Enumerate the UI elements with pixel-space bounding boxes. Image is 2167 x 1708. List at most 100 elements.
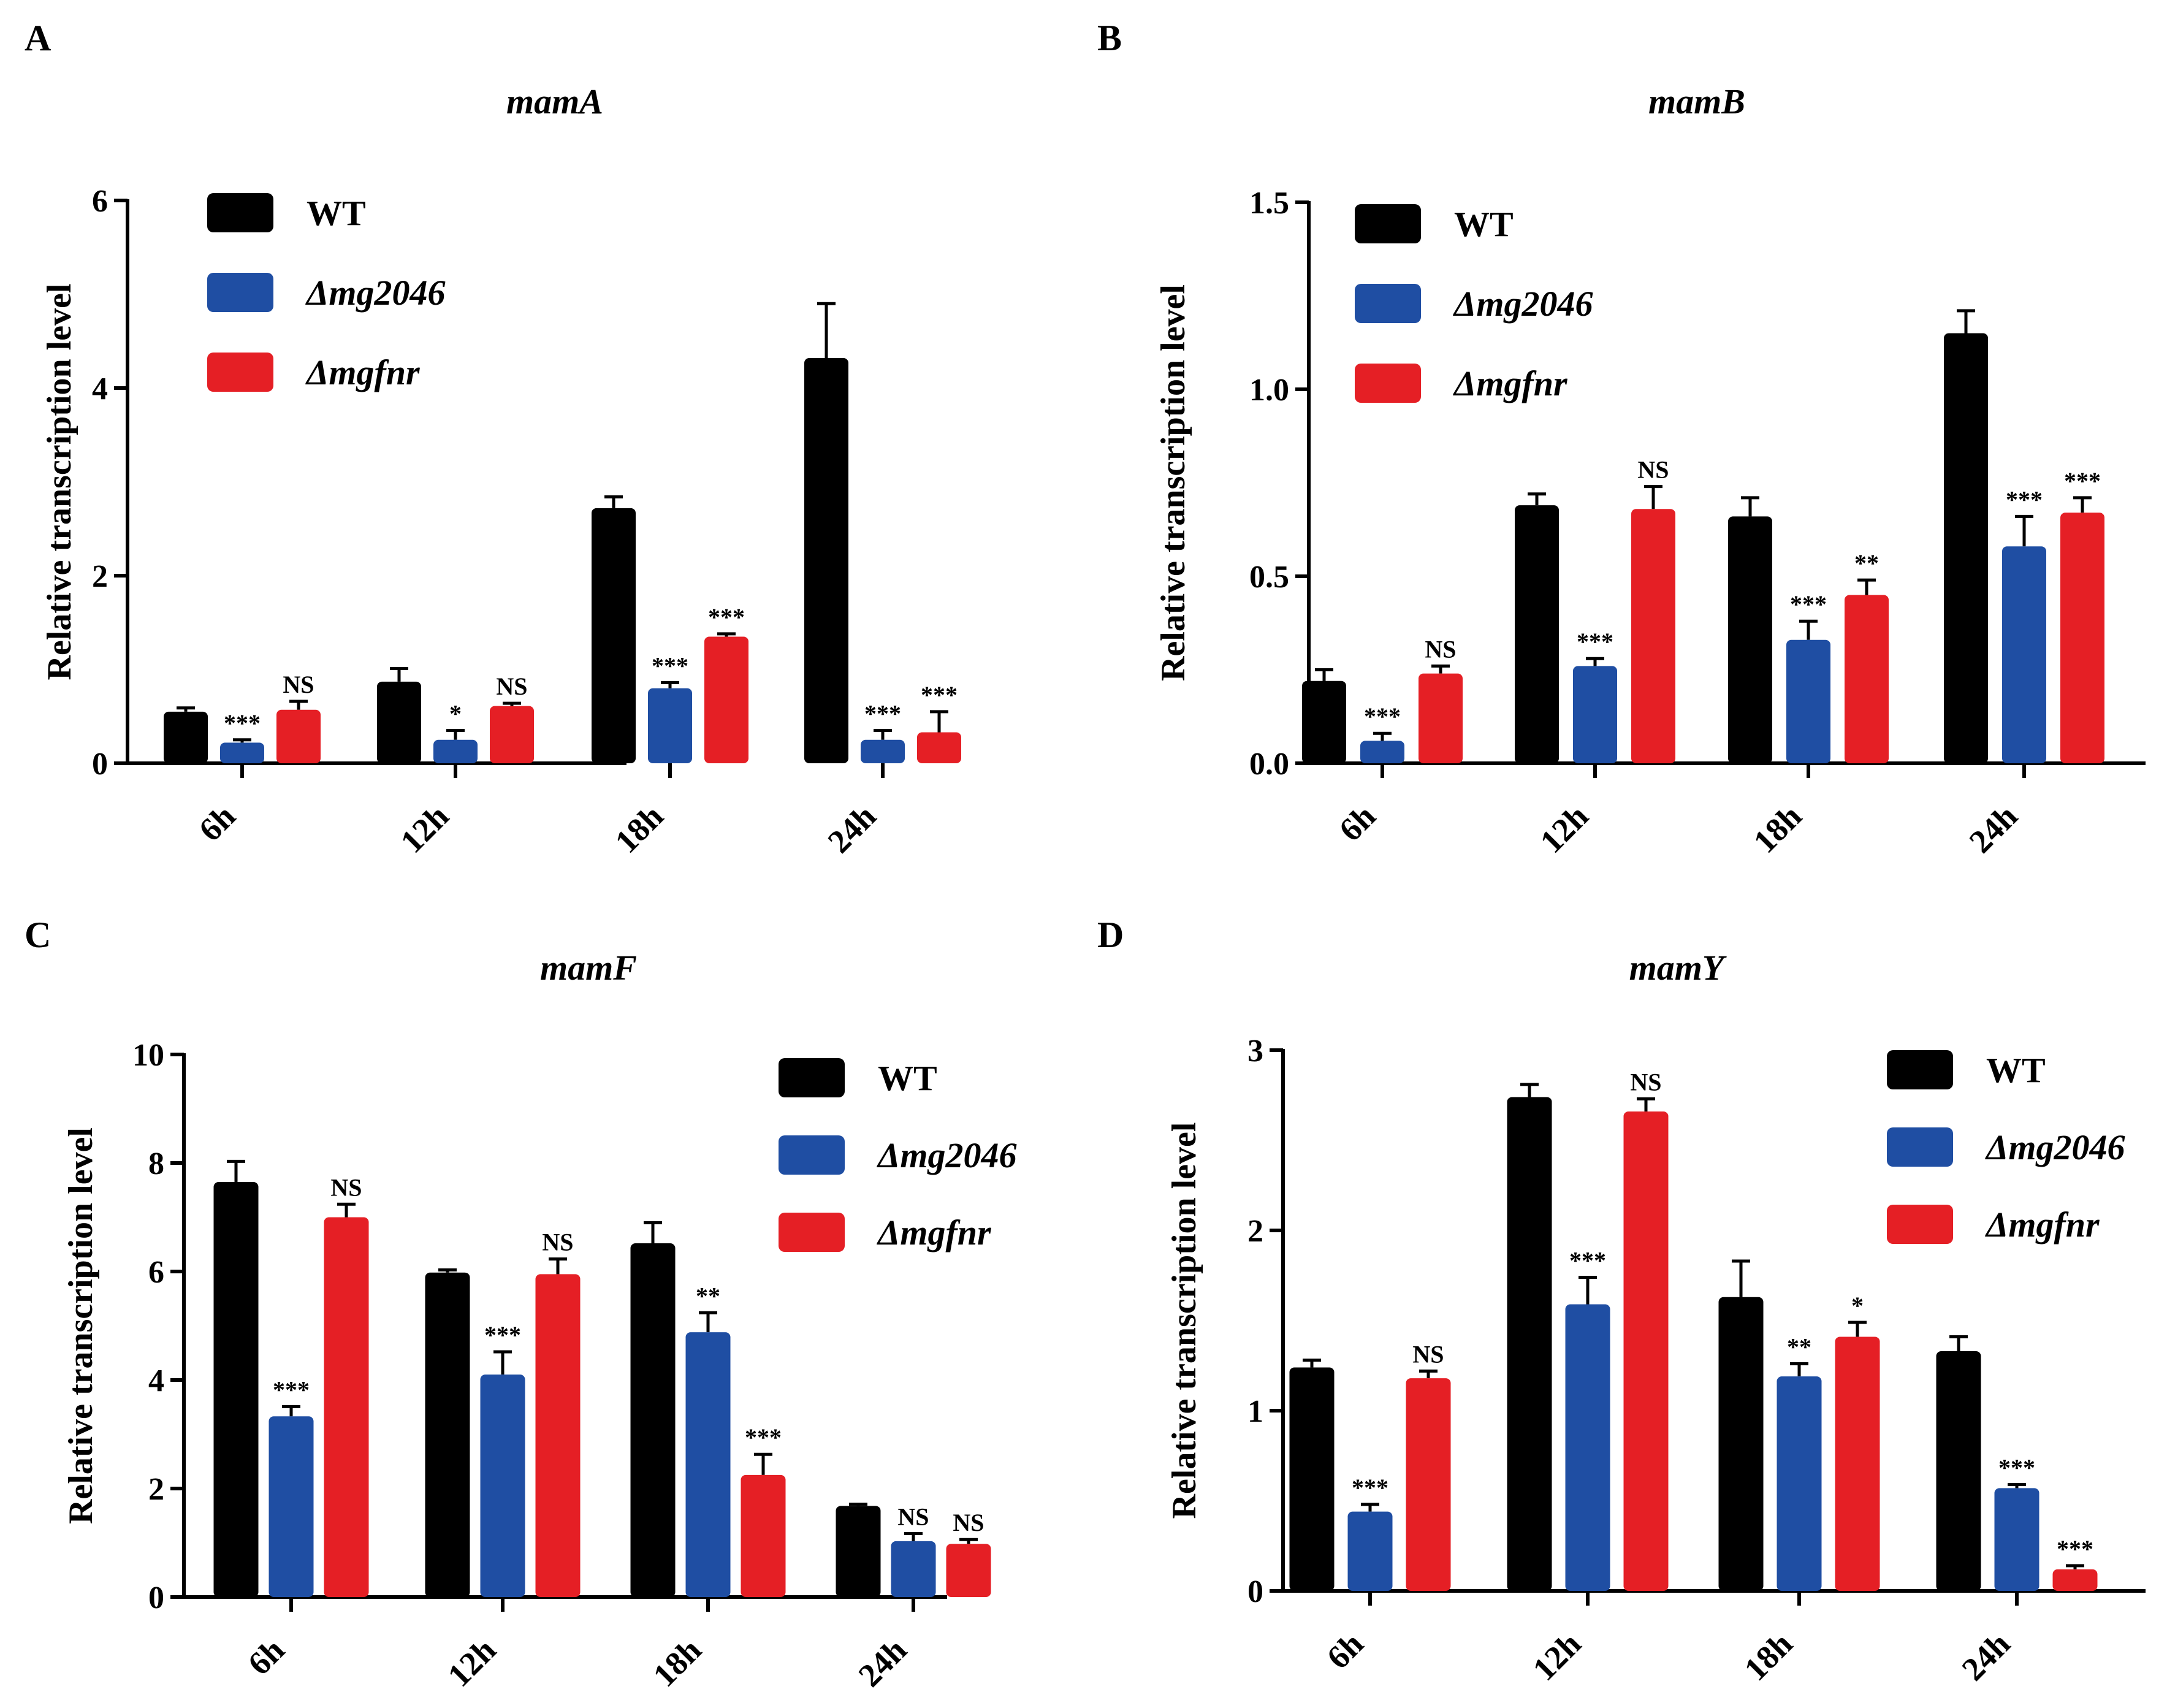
legend-label: Δmg2046	[1453, 284, 1593, 324]
significance-label: ***	[484, 1321, 521, 1349]
y-tick-label: 6	[92, 184, 108, 219]
bar	[1728, 516, 1772, 763]
x-tick-label: 18h	[646, 1631, 709, 1694]
significance-label: ***	[224, 709, 261, 737]
bar	[1944, 333, 1988, 763]
y-axis-label: Relative transcription level	[62, 1127, 100, 1524]
significance-label: ***	[1577, 628, 1613, 655]
legend-label: Δmgfnr	[877, 1213, 991, 1252]
bar	[861, 739, 905, 763]
bar	[1507, 1097, 1552, 1591]
bar	[1631, 509, 1675, 763]
legend-swatch	[1887, 1127, 1953, 1167]
significance-label: NS	[1630, 1068, 1661, 1096]
bar	[377, 681, 421, 763]
bar	[1786, 639, 1830, 763]
x-tick-label: 24h	[1962, 798, 2025, 860]
x-tick-label: 6h	[192, 798, 243, 848]
legend-label: WT	[1454, 204, 1514, 244]
significance-label: ***	[2064, 467, 2101, 495]
y-tick-label: 0	[1247, 1574, 1263, 1609]
chart-title: mamB	[1648, 82, 1745, 121]
legend-swatch	[779, 1213, 845, 1252]
significance-label: NS	[283, 671, 314, 698]
bar	[685, 1332, 731, 1597]
significance-label: ***	[2057, 1535, 2093, 1563]
significance-label: ***	[1569, 1246, 1606, 1274]
significance-label: NS	[953, 1509, 984, 1536]
bar	[276, 709, 321, 763]
y-tick-label: 2	[148, 1472, 164, 1507]
x-tick-label: 6h	[1320, 1625, 1371, 1676]
significance-label: ***	[745, 1424, 782, 1451]
y-tick-label: 1.0	[1249, 373, 1289, 408]
bar	[2002, 546, 2046, 763]
significance-label: NS	[1412, 1340, 1444, 1368]
significance-label: NS	[496, 673, 527, 700]
significance-label: **	[1854, 549, 1879, 577]
bar	[268, 1416, 314, 1597]
legend-label: WT	[307, 193, 366, 233]
bar	[946, 1544, 991, 1597]
bar	[425, 1272, 470, 1597]
y-tick-label: 0	[148, 1580, 164, 1615]
panel-letter: A	[25, 18, 51, 58]
x-tick-label: 18h	[608, 798, 671, 860]
y-tick-label: 0	[92, 747, 108, 782]
bar	[535, 1274, 581, 1597]
legend-swatch	[207, 273, 273, 312]
significance-label: NS	[897, 1503, 929, 1530]
y-axis-label: Relative transcription level	[40, 284, 78, 681]
x-tick-label: 12h	[441, 1631, 503, 1694]
legend-label: Δmgfnr	[305, 353, 420, 392]
significance-label: **	[696, 1282, 720, 1310]
significance-label: *	[449, 700, 462, 727]
bar	[592, 508, 636, 763]
y-tick-label: 10	[132, 1038, 164, 1073]
x-tick-label: 6h	[1332, 798, 1383, 848]
significance-label: NS	[1425, 635, 1456, 663]
bar	[1718, 1297, 1764, 1591]
y-tick-label: 8	[148, 1146, 164, 1181]
bar	[2052, 1569, 2098, 1591]
significance-label: NS	[330, 1173, 362, 1201]
x-tick-label: 6h	[241, 1631, 292, 1682]
bar	[1302, 681, 1346, 763]
y-axis-label: Relative transcription level	[1165, 1123, 1203, 1519]
chart-title: mamY	[1629, 948, 1727, 988]
significance-label: *	[1851, 1292, 1864, 1319]
legend-swatch	[1887, 1050, 1953, 1089]
significance-label: ***	[1364, 703, 1401, 730]
legend-swatch	[1355, 364, 1421, 403]
y-tick-label: 4	[148, 1363, 164, 1398]
legend-label: Δmg2046	[877, 1135, 1016, 1175]
bar	[1835, 1336, 1880, 1591]
legend-swatch	[1355, 204, 1421, 243]
bar	[1289, 1367, 1335, 1591]
chart-title: mamF	[540, 948, 637, 988]
bar	[1406, 1378, 1451, 1591]
x-tick-label: 24h	[851, 1631, 914, 1694]
significance-label: ***	[652, 652, 688, 679]
x-tick-label: 18h	[1737, 1625, 1800, 1688]
bar	[480, 1374, 525, 1597]
significance-label: NS	[542, 1229, 573, 1256]
legend-swatch	[207, 353, 273, 392]
y-tick-label: 0.0	[1249, 747, 1289, 782]
x-tick-label: 18h	[1746, 798, 1809, 860]
legend-label: Δmg2046	[1985, 1127, 2125, 1167]
bar	[1777, 1376, 1822, 1591]
legend-label: Δmgfnr	[1453, 364, 1567, 403]
legend-swatch	[779, 1058, 845, 1097]
significance-label: ***	[1790, 590, 1827, 618]
y-tick-label: 4	[92, 372, 108, 406]
bar	[1565, 1304, 1610, 1591]
significance-label: ***	[864, 700, 901, 727]
legend-swatch	[1355, 284, 1421, 323]
legend-label: WT	[878, 1058, 937, 1098]
y-tick-label: 0.5	[1249, 560, 1289, 595]
panel-letter: C	[25, 915, 51, 955]
